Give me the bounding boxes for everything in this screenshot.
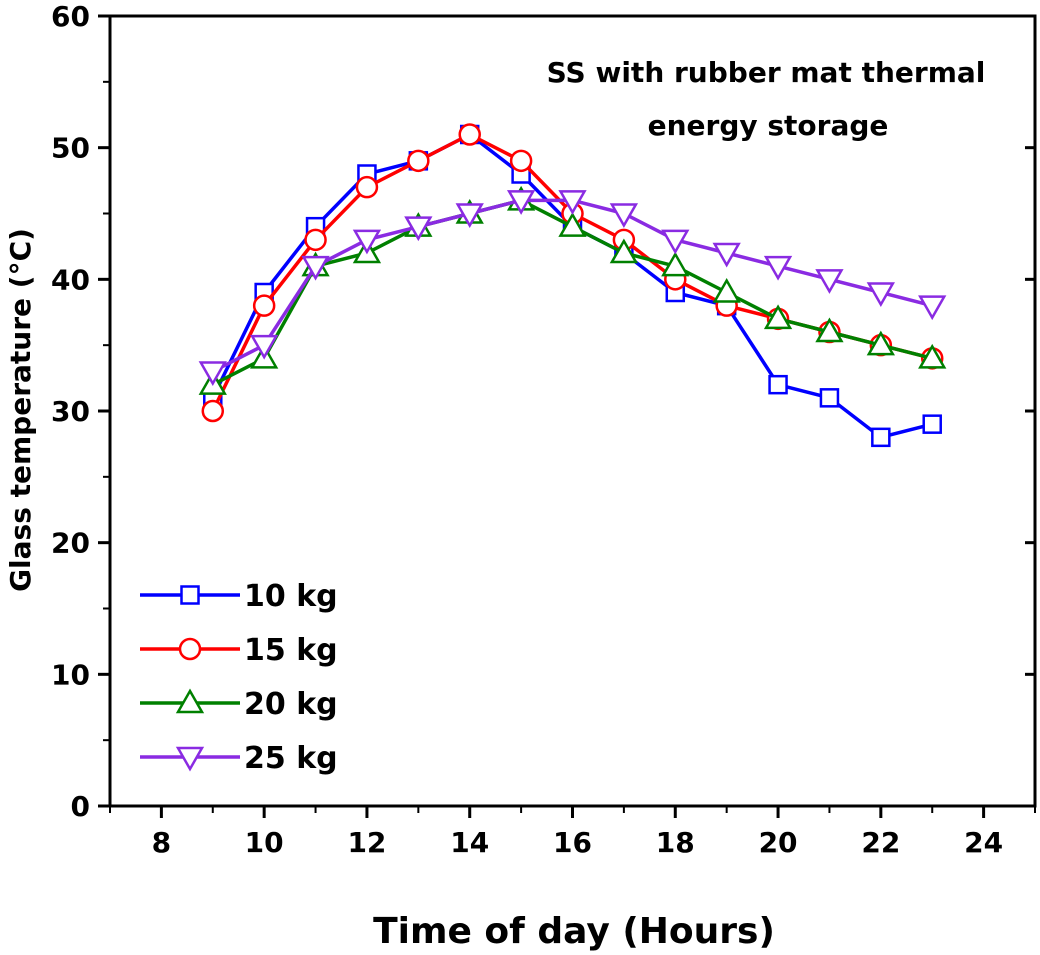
x-tick-label: 22 (861, 826, 900, 859)
data-point (871, 427, 891, 448)
x-tick-label: 10 (245, 826, 284, 859)
legend-item: 25 kg (140, 741, 338, 776)
data-point (407, 149, 430, 173)
y-axis-title: Glass temperature (°C) (4, 228, 37, 592)
data-point (918, 343, 947, 369)
legend: 10 kg 15 kg 20 kg 25 kg (140, 579, 338, 776)
data-point (355, 175, 379, 199)
data-point (661, 229, 690, 255)
data-point (301, 255, 330, 281)
legend-item: 10 kg (140, 579, 338, 614)
y-tick-label: 50 (51, 132, 90, 165)
data-point (768, 374, 788, 395)
x-tick-label: 16 (553, 826, 592, 859)
data-point (304, 228, 327, 252)
x-tick-label: 24 (964, 826, 1003, 859)
data-point (922, 414, 942, 434)
legend-marker (178, 637, 202, 661)
data-point (455, 203, 484, 229)
data-point (404, 216, 433, 242)
y-tick-label: 40 (51, 263, 90, 296)
y-tick-label: 30 (51, 395, 90, 428)
data-point (815, 269, 844, 294)
x-axis-title: Time of day (Hours) (373, 911, 775, 952)
series-25-kg (198, 190, 947, 387)
legend-marker (180, 585, 200, 605)
legend-item: 20 kg (140, 687, 338, 722)
data-point (763, 304, 793, 330)
x-tick-label: 18 (656, 826, 695, 859)
data-point (558, 212, 587, 237)
legend-marker (175, 746, 205, 772)
data-point (712, 242, 741, 268)
y-tick-label: 60 (51, 0, 90, 33)
legend-label: 25 kg (244, 741, 338, 776)
data-point (815, 317, 844, 343)
data-point (201, 399, 225, 423)
annotation-line-1: SS with rubber mat thermal (547, 56, 986, 89)
data-point (250, 334, 279, 360)
legend-label: 10 kg (244, 579, 338, 614)
x-tick-label: 14 (450, 826, 489, 859)
legend-item: 15 kg (140, 633, 338, 668)
data-point (763, 255, 793, 281)
data-point (609, 238, 639, 264)
data-point (661, 251, 690, 277)
y-tick-label: 10 (51, 658, 90, 691)
data-point (509, 149, 533, 173)
y-tick-label: 0 (71, 790, 90, 823)
data-point (918, 295, 947, 321)
y-axis: 0 10 20 30 40 50 60 (51, 0, 1035, 823)
data-point (458, 123, 481, 146)
annotation-line-2: energy storage (648, 109, 889, 142)
legend-marker (175, 688, 205, 714)
data-point (506, 190, 536, 215)
data-point (609, 203, 639, 229)
data-point (198, 361, 227, 387)
data-point (866, 282, 895, 308)
x-axis: 8 10 12 14 16 18 20 22 24 (109, 806, 1036, 859)
data-point (819, 388, 840, 408)
legend-label: 15 kg (244, 633, 338, 668)
y-tick-label: 20 (51, 527, 90, 560)
data-point (558, 190, 587, 215)
x-tick-label: 12 (347, 826, 386, 859)
data-point (252, 294, 276, 317)
x-tick-label: 8 (152, 826, 171, 859)
legend-label: 20 kg (244, 687, 338, 722)
x-tick-label: 20 (759, 826, 798, 859)
data-point (712, 277, 741, 303)
series-layer (198, 123, 947, 448)
data-point (352, 229, 382, 255)
data-point (866, 330, 895, 356)
